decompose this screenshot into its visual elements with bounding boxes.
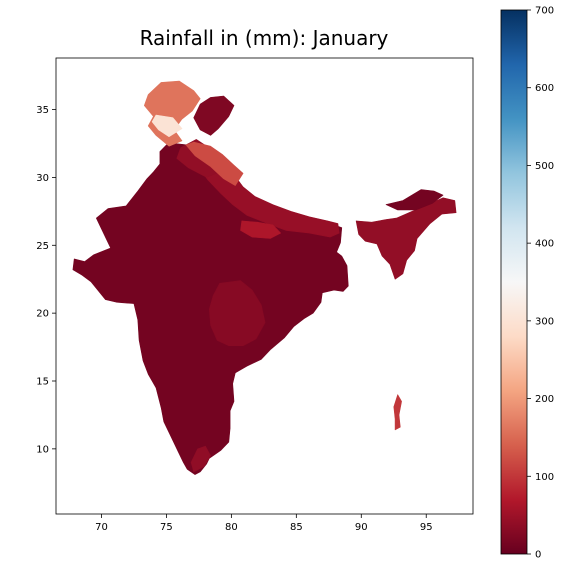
colorbar-tick-label: 500 xyxy=(535,161,554,172)
x-tick-label: 70 xyxy=(95,522,108,533)
map-region-9 xyxy=(151,114,183,137)
colorbar-axis: 0 100 200 300 400 500 600 700 xyxy=(527,6,554,561)
map-region-4 xyxy=(209,280,266,347)
colorbar-tick-label: 100 xyxy=(535,472,554,483)
map-region-10 xyxy=(193,95,235,136)
region-layer xyxy=(72,80,457,475)
colorbar-tick-label: 200 xyxy=(535,394,554,405)
x-tick-label: 85 xyxy=(290,522,303,533)
colorbar-tick-label: 0 xyxy=(535,550,541,561)
colorbar-tick-label: 400 xyxy=(535,239,554,250)
map-region-12 xyxy=(385,189,444,211)
x-axis: 70 75 80 85 90 95 xyxy=(95,514,433,533)
y-tick-label: 35 xyxy=(36,105,49,116)
y-tick-label: 30 xyxy=(36,173,49,184)
y-tick-label: 20 xyxy=(36,309,49,320)
colorbar-tick-label: 700 xyxy=(535,6,554,17)
y-tick-label: 25 xyxy=(36,241,49,252)
x-tick-label: 75 xyxy=(160,522,173,533)
map-region-7 xyxy=(185,141,244,186)
map-region-3 xyxy=(240,220,282,239)
y-tick-label: 15 xyxy=(36,377,49,388)
x-tick-label: 95 xyxy=(420,522,433,533)
colorbar-tick-label: 600 xyxy=(535,83,554,94)
y-tick-label: 10 xyxy=(36,444,49,455)
x-tick-label: 90 xyxy=(355,522,368,533)
map-region-11 xyxy=(355,197,457,280)
colorbar-tick-label: 300 xyxy=(535,316,554,327)
colorbar xyxy=(500,9,528,555)
chart-title: Rainfall in (mm): January xyxy=(140,26,389,50)
x-tick-label: 80 xyxy=(225,522,238,533)
map-region-13 xyxy=(393,394,402,431)
y-axis: 10 15 20 25 30 35 xyxy=(36,105,56,455)
map-region-6 xyxy=(190,445,211,473)
